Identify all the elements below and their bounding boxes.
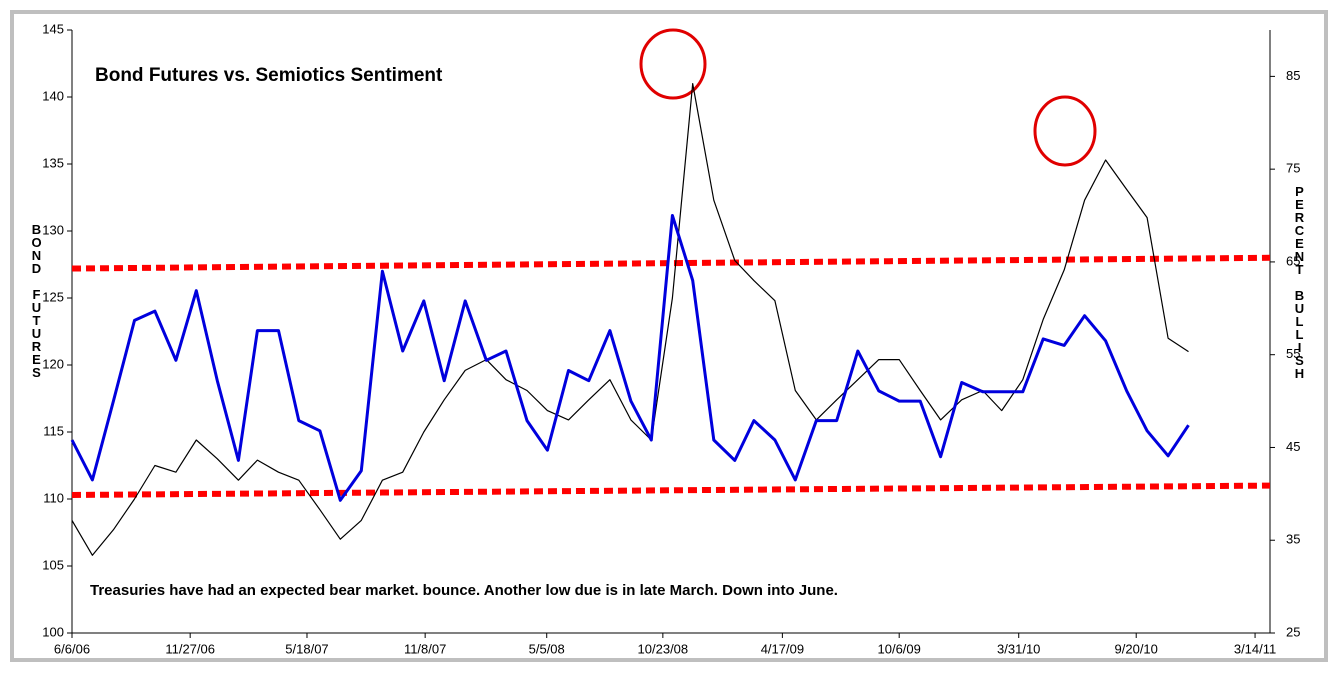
x-tick-label: 3/31/10 xyxy=(997,641,1040,656)
x-tick-label: 3/14/11 xyxy=(1234,641,1276,656)
y2-tick-label: 55 xyxy=(1286,346,1300,361)
y-tick-label: 145 xyxy=(42,21,64,36)
x-tick-label: 10/6/09 xyxy=(878,641,921,656)
y-tick-label: 105 xyxy=(42,557,64,572)
annotation: Treasuries have had an expected bear mar… xyxy=(90,582,838,599)
trend-line xyxy=(71,254,1271,272)
y2-axis-label: PERCENT BULLISH xyxy=(1292,184,1307,379)
y2-tick-label: 75 xyxy=(1286,161,1300,176)
y-tick-label: 110 xyxy=(43,490,64,505)
y2-tick-label: 35 xyxy=(1286,532,1300,547)
x-tick-label: 10/23/08 xyxy=(638,641,689,656)
y2-tick-label: 25 xyxy=(1286,624,1300,639)
x-tick-label: 11/8/07 xyxy=(404,641,446,656)
y-tick-label: 135 xyxy=(42,155,64,170)
x-tick-label: 11/27/06 xyxy=(165,641,215,656)
chart-title: Bond Futures vs. Semiotics Sentiment xyxy=(95,65,443,86)
y-tick-label: 115 xyxy=(43,423,64,438)
x-tick-label: 5/5/08 xyxy=(529,641,565,656)
y-tick-label: 125 xyxy=(42,289,64,304)
y-axis-label: BOND FUTURES xyxy=(29,222,44,378)
sentiment-line xyxy=(70,214,1190,502)
frame xyxy=(10,10,1328,662)
highlight-circle xyxy=(639,28,707,100)
trend-line xyxy=(71,482,1271,498)
y-tick-label: 120 xyxy=(42,356,64,371)
y-tick-label: 140 xyxy=(42,88,64,103)
y-tick-label: 100 xyxy=(42,624,64,639)
x-tick-label: 4/17/09 xyxy=(761,641,804,656)
y-tick-label: 130 xyxy=(42,222,64,237)
bond-futures-line xyxy=(71,83,1189,556)
x-tick-label: 6/6/06 xyxy=(54,641,90,656)
y2-tick-label: 65 xyxy=(1286,253,1300,268)
y2-tick-label: 45 xyxy=(1286,439,1300,454)
y2-tick-label: 85 xyxy=(1286,68,1300,83)
x-tick-label: 9/20/10 xyxy=(1115,641,1158,656)
highlight-circle xyxy=(1033,95,1097,167)
x-tick-label: 5/18/07 xyxy=(285,641,328,656)
